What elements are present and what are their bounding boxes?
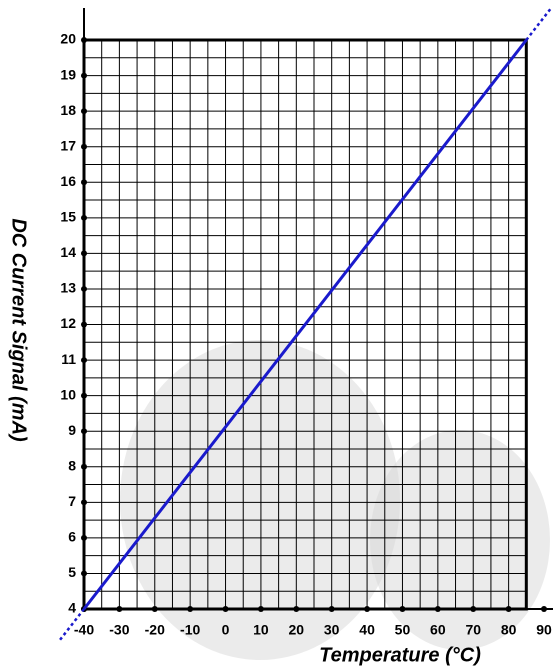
- x-tick: [470, 606, 477, 612]
- y-tick: [81, 428, 87, 435]
- y-tick: [81, 143, 87, 150]
- x-axis-label: Temperature (°C): [319, 644, 481, 666]
- y-tick-label: 15: [60, 209, 76, 225]
- x-tick: [434, 606, 441, 612]
- y-tick: [81, 499, 87, 506]
- y-tick: [81, 534, 87, 541]
- y-tick-label: 16: [60, 173, 76, 189]
- y-tick: [81, 72, 87, 79]
- x-tick-label: 10: [253, 622, 269, 638]
- y-tick: [81, 463, 87, 470]
- y-tick: [81, 250, 87, 257]
- x-tick-label: 40: [359, 622, 375, 638]
- x-tick-label: -30: [109, 622, 129, 638]
- line-extension: [58, 608, 85, 642]
- x-tick-label: 0: [222, 622, 230, 638]
- y-tick: [81, 108, 87, 115]
- watermark: [120, 340, 550, 660]
- y-tick-label: 18: [60, 102, 76, 118]
- y-tick-label: 8: [68, 457, 76, 473]
- x-tick: [364, 606, 371, 612]
- y-tick-label: 4: [68, 600, 76, 616]
- x-tick-label: -10: [180, 622, 200, 638]
- y-tick-label: 6: [68, 529, 76, 545]
- y-tick: [81, 357, 87, 364]
- y-axis-label: DC Current Signal (mA): [8, 218, 30, 442]
- y-tick-label: 20: [60, 31, 76, 47]
- y-tick-label: 13: [60, 280, 76, 296]
- x-tick: [505, 606, 512, 612]
- x-tick: [399, 606, 406, 612]
- y-tick: [81, 321, 87, 328]
- x-tick-label: 90: [536, 622, 552, 638]
- x-tick: [328, 606, 335, 612]
- x-tick: [151, 606, 158, 612]
- x-tick: [187, 606, 194, 612]
- x-tick: [257, 606, 264, 612]
- x-tick: [541, 606, 547, 612]
- y-tick: [81, 285, 87, 292]
- y-tick-label: 7: [68, 493, 76, 509]
- x-tick-label: 80: [501, 622, 517, 638]
- y-tick-label: 12: [60, 315, 76, 331]
- data-line: [82, 39, 528, 610]
- y-tick: [81, 392, 87, 399]
- x-tick-label: 50: [395, 622, 411, 638]
- y-tick-label: 17: [60, 137, 76, 153]
- x-tick-label: 20: [289, 622, 305, 638]
- y-tick-label: 14: [60, 244, 76, 260]
- x-tick-label: -20: [145, 622, 165, 638]
- x-tick-label: -40: [74, 622, 94, 638]
- y-tick-label: 11: [61, 351, 76, 367]
- x-tick-label: 60: [430, 622, 446, 638]
- y-tick: [81, 214, 87, 221]
- x-tick-label: 30: [324, 622, 340, 638]
- y-tick: [81, 179, 87, 186]
- x-tick: [293, 606, 300, 612]
- x-tick: [222, 606, 229, 612]
- line-extension: [525, 7, 552, 41]
- x-tick-label: 70: [465, 622, 481, 638]
- y-tick-label: 5: [68, 564, 76, 580]
- x-tick: [116, 606, 123, 612]
- y-tick: [81, 37, 87, 43]
- y-tick-label: 10: [60, 386, 76, 402]
- y-tick-label: 19: [60, 66, 76, 82]
- y-tick: [81, 570, 87, 577]
- y-tick-label: 9: [68, 422, 76, 438]
